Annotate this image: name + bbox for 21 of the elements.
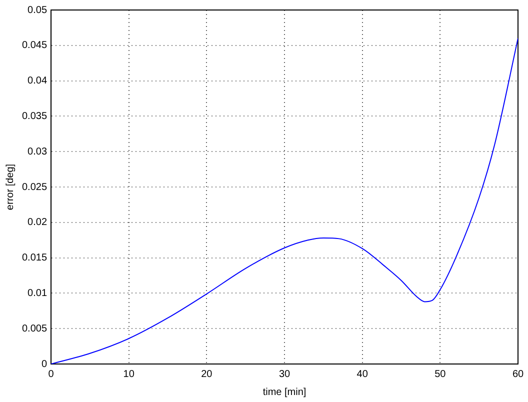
y-tick-label: 0.01 (28, 288, 48, 299)
x-axis-title: time [min] (262, 386, 306, 398)
y-axis-title: error [deg] (4, 164, 16, 210)
x-tick-label: 40 (356, 368, 368, 380)
y-tick-label: 0.025 (22, 182, 48, 193)
x-tick-label: 20 (201, 368, 213, 380)
y-tick-label: 0.005 (22, 323, 48, 334)
y-tick-label: 0.035 (22, 110, 48, 122)
y-tick-label: 0.02 (28, 217, 48, 228)
x-tick-label: 0 (48, 368, 54, 380)
y-tick-label: 0.045 (22, 40, 48, 52)
y-tick-label: 0 (41, 358, 48, 370)
y-tick-label: 0.04 (28, 76, 48, 87)
y-tick-label: 0.015 (22, 252, 48, 264)
y-tick-label: 0.05 (28, 4, 48, 16)
x-tick-label: 30 (278, 368, 291, 380)
line-series (51, 38, 518, 364)
y-tick-label: 0.03 (28, 146, 48, 158)
x-tick-label: 60 (512, 368, 524, 380)
x-tick-label: 50 (434, 368, 446, 380)
x-tick-label: 10 (123, 368, 135, 380)
